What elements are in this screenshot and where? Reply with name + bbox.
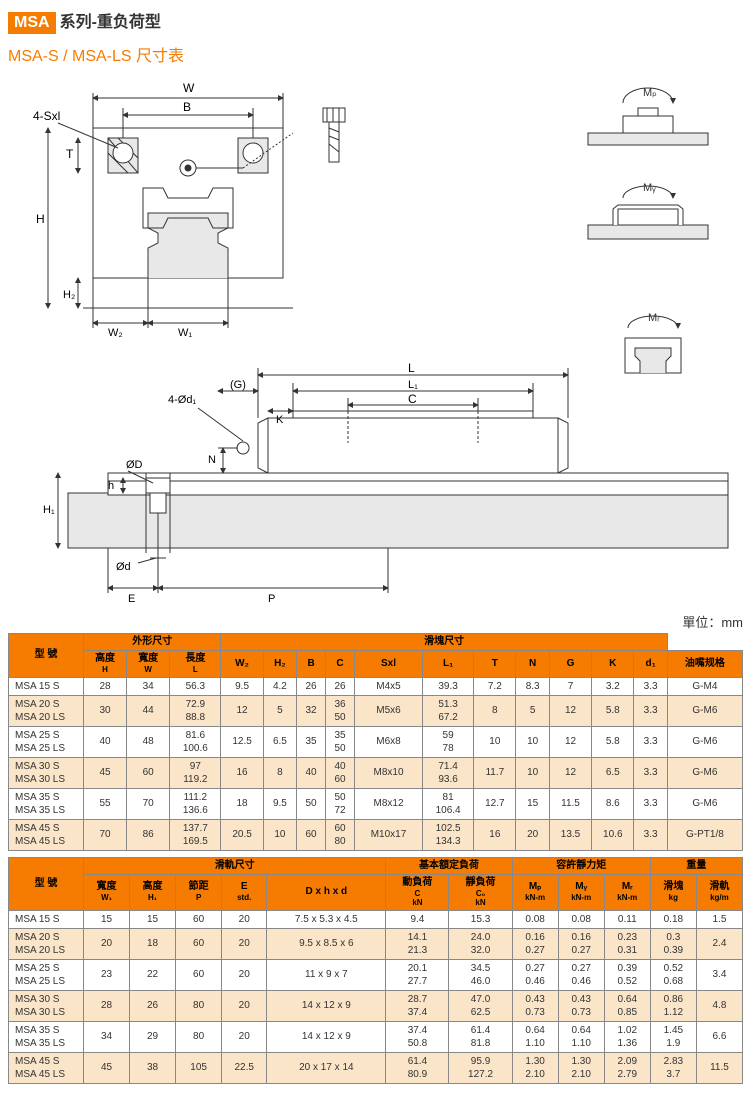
svg-text:Mₚ: Mₚ	[643, 87, 657, 99]
svg-text:h: h	[108, 480, 114, 492]
svg-text:C: C	[408, 392, 417, 406]
svg-text:Mᵣ: Mᵣ	[648, 312, 660, 324]
model-cell: MSA 35 SMSA 35 LS	[9, 788, 84, 819]
model-cell: MSA 45 SMSA 45 LS	[9, 1052, 84, 1083]
th-basic: 基本額定負荷	[386, 857, 512, 874]
model-cell: MSA 25 SMSA 25 LS	[9, 959, 84, 990]
dimensions-table-2: 型 號 滑軌尺寸 基本額定負荷 容許靜力矩 重量 寬度W₁高度H₁節距PEstd…	[8, 857, 743, 1084]
svg-text:B: B	[183, 100, 191, 114]
svg-text:E: E	[128, 593, 135, 605]
series-badge: MSA	[8, 12, 56, 34]
svg-text:W: W	[183, 81, 195, 95]
page-title-bar: MSA 系列-重负荷型	[8, 8, 743, 34]
th-block: 滑塊尺寸	[221, 634, 667, 651]
svg-text:H₂: H₂	[63, 289, 75, 301]
svg-text:H₁: H₁	[43, 504, 55, 516]
svg-text:L: L	[408, 361, 415, 375]
svg-text:K: K	[276, 414, 284, 426]
th-model: 型 號	[9, 634, 84, 678]
svg-text:(G): (G)	[230, 379, 246, 391]
svg-text:4-Ød₁: 4-Ød₁	[168, 394, 196, 406]
svg-text:N: N	[208, 454, 216, 466]
th-moment: 容許靜力矩	[512, 857, 650, 874]
svg-text:L₁: L₁	[408, 379, 418, 391]
model-cell: MSA 30 SMSA 30 LS	[9, 990, 84, 1021]
th-weight: 重量	[650, 857, 742, 874]
technical-drawings: W B 4-Sxl T H H₂ W₂ W₁ Mₚ Mᵧ Mᵣ	[8, 78, 743, 608]
model-cell: MSA 35 SMSA 35 LS	[9, 1021, 84, 1052]
svg-text:H: H	[36, 212, 45, 226]
model-cell: MSA 45 SMSA 45 LS	[9, 819, 84, 850]
model-cell: MSA 15 S	[9, 910, 84, 928]
series-suffix: 系列-重负荷型	[60, 8, 161, 32]
svg-text:Ød: Ød	[116, 561, 131, 573]
svg-text:4-Sxl: 4-Sxl	[33, 109, 60, 123]
svg-text:P: P	[268, 593, 275, 605]
svg-text:W₁: W₁	[178, 327, 192, 339]
model-cell: MSA 25 SMSA 25 LS	[9, 726, 84, 757]
diagram-area: W B 4-Sxl T H H₂ W₂ W₁ Mₚ Mᵧ Mᵣ	[8, 78, 743, 608]
svg-text:W₂: W₂	[108, 327, 123, 339]
svg-text:ØD: ØD	[126, 459, 143, 471]
dimensions-table-1: 型 號 外形尺寸 滑塊尺寸 高度H寬度W長度LW₂H₂BCSxlL₁TNGKd₁…	[8, 633, 743, 851]
model-cell: MSA 20 SMSA 20 LS	[9, 695, 84, 726]
svg-text:Mᵧ: Mᵧ	[643, 182, 656, 194]
unit-label: 單位：mm	[8, 612, 743, 631]
subtitle: MSA-S / MSA-LS 尺寸表	[8, 42, 743, 66]
th-rail: 滑軌尺寸	[84, 857, 386, 874]
th-outer: 外形尺寸	[84, 634, 221, 651]
svg-text:T: T	[66, 147, 74, 161]
model-cell: MSA 30 SMSA 30 LS	[9, 757, 84, 788]
model-cell: MSA 15 S	[9, 677, 84, 695]
model-cell: MSA 20 SMSA 20 LS	[9, 928, 84, 959]
th-model2: 型 號	[9, 857, 84, 910]
